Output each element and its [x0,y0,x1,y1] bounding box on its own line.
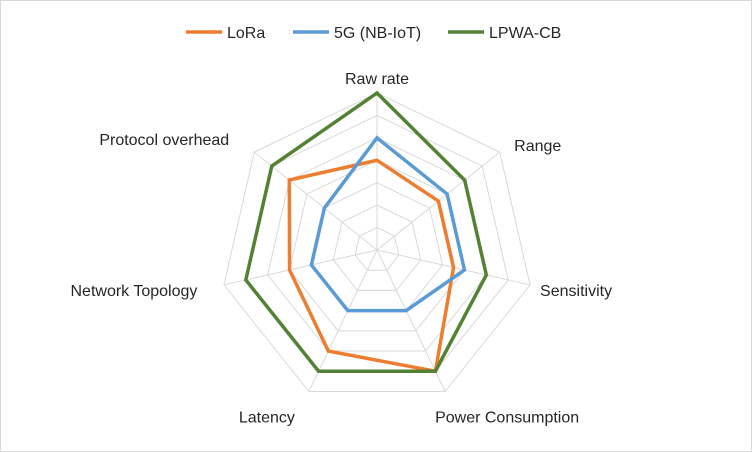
legend-item: LPWA-CB [448,25,561,42]
category-label: Range [514,138,561,155]
series-line-lpwa-cb [243,90,489,373]
legend-label: LPWA-CB [489,25,561,42]
category-label: Latency [239,409,295,426]
axis-spoke [253,151,378,251]
legend-label: LoRa [227,25,265,42]
legend-item: 5G (NB-IoT) [293,25,421,42]
category-label: Power Consumption [435,409,579,426]
category-label: Sensitivity [540,283,612,300]
grid-ring [223,92,531,392]
category-label: Raw rate [345,71,409,88]
category-label: Protocol overhead [99,132,229,149]
grid-ring [332,204,422,291]
legend-item: LoRa [186,25,265,42]
axis-spoke [223,249,378,286]
series-line-lora [287,158,456,374]
axis-spoke [308,249,378,392]
category-label: Network Topology [70,283,197,300]
axis-spoke [376,249,446,392]
grid-ring [354,227,400,271]
series-line-5g-nb-iot- [309,135,467,313]
legend-label: 5G (NB-IoT) [334,25,421,42]
